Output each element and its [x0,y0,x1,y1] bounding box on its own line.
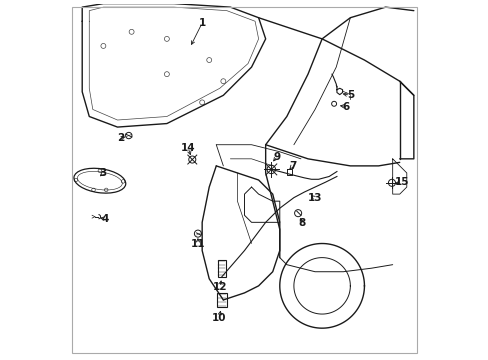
Text: 12: 12 [212,282,226,292]
Text: 15: 15 [394,177,408,187]
Text: 11: 11 [190,239,205,249]
Text: 10: 10 [211,313,226,323]
Text: 13: 13 [307,193,322,203]
Text: 3: 3 [100,168,107,178]
Text: 4: 4 [101,214,109,224]
Text: 9: 9 [273,152,280,162]
Text: 8: 8 [298,218,305,228]
Bar [217,260,225,277]
Text: 6: 6 [342,102,349,112]
Text: 5: 5 [346,90,353,100]
Text: 14: 14 [181,143,195,153]
Text: 1: 1 [198,18,205,28]
Bar [217,293,226,307]
Text: 7: 7 [288,161,296,171]
Text: 2: 2 [117,133,123,143]
